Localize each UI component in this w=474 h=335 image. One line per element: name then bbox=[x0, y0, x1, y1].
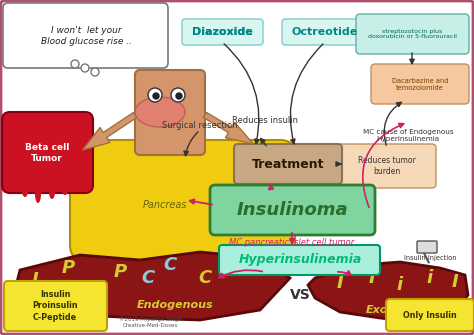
Text: C: C bbox=[141, 269, 155, 287]
Text: I: I bbox=[32, 271, 38, 289]
Text: P: P bbox=[61, 259, 74, 277]
Text: I: I bbox=[87, 279, 93, 297]
Text: Insulin
Proinsulin
C-Peptide: Insulin Proinsulin C-Peptide bbox=[32, 290, 78, 322]
Text: C: C bbox=[199, 269, 211, 287]
Circle shape bbox=[71, 60, 79, 68]
Ellipse shape bbox=[35, 185, 41, 203]
FancyBboxPatch shape bbox=[210, 185, 375, 235]
Circle shape bbox=[81, 64, 89, 72]
FancyBboxPatch shape bbox=[219, 245, 380, 275]
Ellipse shape bbox=[62, 185, 68, 195]
Text: I won't  let your
Blood glucose rise ..: I won't let your Blood glucose rise .. bbox=[40, 26, 131, 46]
FancyBboxPatch shape bbox=[4, 281, 107, 331]
FancyBboxPatch shape bbox=[135, 70, 205, 155]
Text: I: I bbox=[337, 274, 343, 292]
FancyBboxPatch shape bbox=[2, 112, 93, 193]
Polygon shape bbox=[15, 252, 290, 320]
FancyArrow shape bbox=[203, 113, 253, 144]
Text: Exogenous: Exogenous bbox=[366, 305, 434, 315]
Circle shape bbox=[148, 88, 162, 102]
Text: Dacarbazine and
temozolomide: Dacarbazine and temozolomide bbox=[392, 77, 448, 90]
Text: I: I bbox=[452, 273, 458, 291]
Ellipse shape bbox=[135, 97, 185, 127]
Text: Treatment: Treatment bbox=[252, 157, 324, 171]
Text: VS: VS bbox=[290, 288, 310, 302]
FancyBboxPatch shape bbox=[3, 3, 168, 68]
FancyBboxPatch shape bbox=[371, 64, 469, 104]
Text: Insulinoma: Insulinoma bbox=[236, 201, 348, 219]
FancyBboxPatch shape bbox=[70, 140, 295, 260]
Text: streptozotocin plus
doxorubicin or 5-fluorouracil: streptozotocin plus doxorubicin or 5-flu… bbox=[367, 28, 456, 40]
Text: Surgical resection: Surgical resection bbox=[162, 121, 238, 130]
Circle shape bbox=[176, 93, 182, 99]
Text: i: i bbox=[427, 269, 433, 287]
Text: P: P bbox=[223, 261, 237, 279]
FancyBboxPatch shape bbox=[182, 19, 263, 45]
Text: Octreotide: Octreotide bbox=[292, 27, 358, 37]
Text: MC pancreatic islet cell tumor: MC pancreatic islet cell tumor bbox=[229, 238, 355, 247]
Text: Pancreas: Pancreas bbox=[143, 200, 187, 210]
Ellipse shape bbox=[22, 185, 28, 197]
Text: MC cause of Endogenous
Hyperinsulinemia: MC cause of Endogenous Hyperinsulinemia bbox=[363, 129, 453, 141]
Text: Diazoxide: Diazoxide bbox=[191, 27, 252, 37]
FancyBboxPatch shape bbox=[417, 241, 437, 253]
FancyArrow shape bbox=[82, 113, 137, 150]
Circle shape bbox=[171, 88, 185, 102]
Text: i: i bbox=[397, 276, 403, 294]
Text: C: C bbox=[164, 256, 177, 274]
Text: Endogenous: Endogenous bbox=[137, 300, 213, 310]
Ellipse shape bbox=[49, 185, 55, 199]
Text: Hyperinsulinemia: Hyperinsulinemia bbox=[238, 254, 362, 267]
FancyBboxPatch shape bbox=[386, 299, 474, 331]
Circle shape bbox=[153, 93, 159, 99]
Text: I: I bbox=[369, 269, 375, 287]
Text: Beta cell
Tumor: Beta cell Tumor bbox=[25, 143, 69, 163]
Text: Insulin injection: Insulin injection bbox=[404, 255, 456, 261]
Text: ©2019 Priyanga Singh
Creative-Med-Doses: ©2019 Priyanga Singh Creative-Med-Doses bbox=[118, 316, 182, 328]
FancyBboxPatch shape bbox=[282, 19, 368, 45]
FancyBboxPatch shape bbox=[234, 144, 342, 184]
Polygon shape bbox=[308, 262, 468, 322]
Circle shape bbox=[91, 68, 99, 76]
Text: Only Insulin: Only Insulin bbox=[403, 311, 457, 320]
Text: Reduces insulin: Reduces insulin bbox=[232, 116, 298, 125]
Text: Diazoxide: Diazoxide bbox=[191, 27, 252, 37]
FancyBboxPatch shape bbox=[338, 144, 436, 188]
FancyBboxPatch shape bbox=[356, 14, 469, 54]
Text: Reduces tumor
burden: Reduces tumor burden bbox=[358, 156, 416, 176]
Text: P: P bbox=[113, 263, 127, 281]
